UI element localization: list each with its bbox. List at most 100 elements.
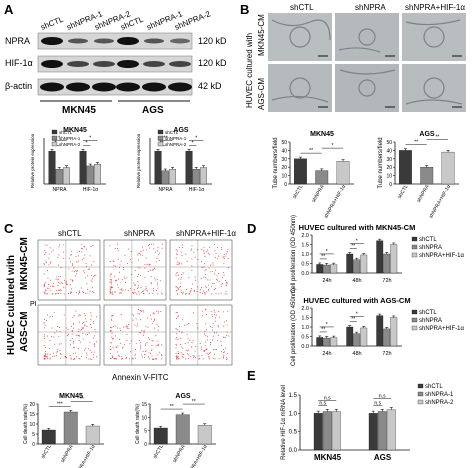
- flow-event: [86, 325, 88, 327]
- flow-event: [81, 259, 83, 261]
- flow-event: [126, 339, 128, 341]
- flow-event: [88, 332, 90, 334]
- flow-event: [133, 289, 135, 291]
- flow-event: [82, 248, 84, 250]
- flow-event: [117, 327, 119, 329]
- b-col-1: shCTL: [290, 3, 314, 12]
- flow-event: [136, 325, 138, 327]
- flow-event: [84, 292, 86, 294]
- flow-event: [147, 317, 149, 319]
- flow-event: [45, 281, 47, 283]
- flow-event: [109, 279, 111, 281]
- flow-event: [156, 257, 158, 259]
- flow-event: [176, 355, 178, 357]
- flow-event: [135, 318, 137, 320]
- flow-event: [124, 289, 126, 291]
- d2-bar: [346, 326, 354, 347]
- b1-ytick-label: 30: [281, 157, 287, 163]
- flow-event: [152, 288, 154, 290]
- flow-event: [45, 252, 47, 254]
- flow-event: [213, 309, 215, 311]
- c1-bar: [41, 429, 56, 445]
- flow-event: [125, 326, 127, 328]
- flow-event: [76, 271, 78, 273]
- c1-bar: [63, 411, 78, 445]
- flow-event: [114, 265, 116, 267]
- flow-event: [181, 353, 183, 355]
- flow-event: [203, 249, 205, 251]
- c2-ylabel: Cell death rate(%): [135, 404, 141, 445]
- flow-event: [71, 333, 73, 335]
- flow-event: [193, 290, 195, 292]
- flow-event: [199, 342, 201, 344]
- flow-event: [123, 276, 125, 278]
- flow-event: [114, 291, 116, 293]
- flow-event: [74, 271, 76, 273]
- flow-event: [226, 251, 228, 253]
- d1-category-label: 72h: [382, 278, 391, 284]
- flow-event: [148, 338, 150, 340]
- flow-event: [78, 255, 80, 257]
- flow-event: [214, 289, 216, 291]
- c2-sig-mark: **: [170, 404, 174, 410]
- flow-event: [158, 343, 160, 345]
- a1-bar: [55, 169, 63, 185]
- flow-event: [175, 312, 177, 314]
- flow-event: [111, 332, 113, 334]
- flow-event: [48, 264, 50, 266]
- flow-event: [110, 279, 112, 281]
- flow-event: [144, 351, 146, 353]
- flow-event: [112, 356, 114, 358]
- flow-event: [52, 355, 54, 357]
- flow-event: [148, 243, 150, 245]
- b1-bar: [294, 158, 307, 185]
- flow-event: [49, 348, 51, 350]
- flow-event: [71, 263, 73, 265]
- flow-event: [204, 341, 206, 343]
- flow-event: [209, 344, 211, 346]
- flow-event: [87, 292, 89, 294]
- e-bar: [368, 413, 378, 451]
- flow-event: [118, 355, 120, 357]
- flow-event: [118, 271, 120, 273]
- flow-event: [78, 358, 80, 360]
- flow-event: [117, 248, 119, 250]
- flow-event: [46, 244, 48, 246]
- b-micro-4: [268, 64, 332, 112]
- flow-event: [214, 348, 216, 350]
- flow-event: [53, 355, 55, 357]
- flow-event: [46, 293, 48, 295]
- flow-event: [186, 261, 188, 263]
- flow-event: [69, 355, 71, 357]
- flow-event: [64, 356, 66, 358]
- flow-event: [63, 244, 65, 246]
- flow-event: [77, 251, 79, 253]
- flow-event: [184, 343, 186, 345]
- flow-event: [217, 273, 219, 275]
- flow-event: [70, 357, 72, 359]
- flow-event: [49, 357, 51, 359]
- flow-event: [214, 273, 216, 275]
- flow-event: [50, 279, 52, 281]
- flow-event: [148, 292, 150, 294]
- flow-event: [180, 285, 182, 287]
- flow-event: [46, 358, 48, 360]
- flow-event: [182, 319, 184, 321]
- flow-event: [139, 332, 141, 334]
- flow-event: [141, 310, 143, 312]
- flow-event: [115, 280, 117, 282]
- flow-event: [195, 345, 197, 347]
- flow-event: [85, 248, 87, 250]
- a1-legend-swatch: [51, 129, 58, 135]
- flow-event: [152, 313, 154, 315]
- flow-event: [134, 353, 136, 355]
- flow-event: [119, 327, 121, 329]
- flow-event: [175, 273, 177, 275]
- flow-event: [142, 309, 144, 311]
- flow-event: [206, 251, 208, 253]
- flow-event: [60, 343, 62, 345]
- flow-event: [96, 356, 98, 358]
- flow-event: [160, 292, 162, 294]
- flow-event: [127, 326, 129, 328]
